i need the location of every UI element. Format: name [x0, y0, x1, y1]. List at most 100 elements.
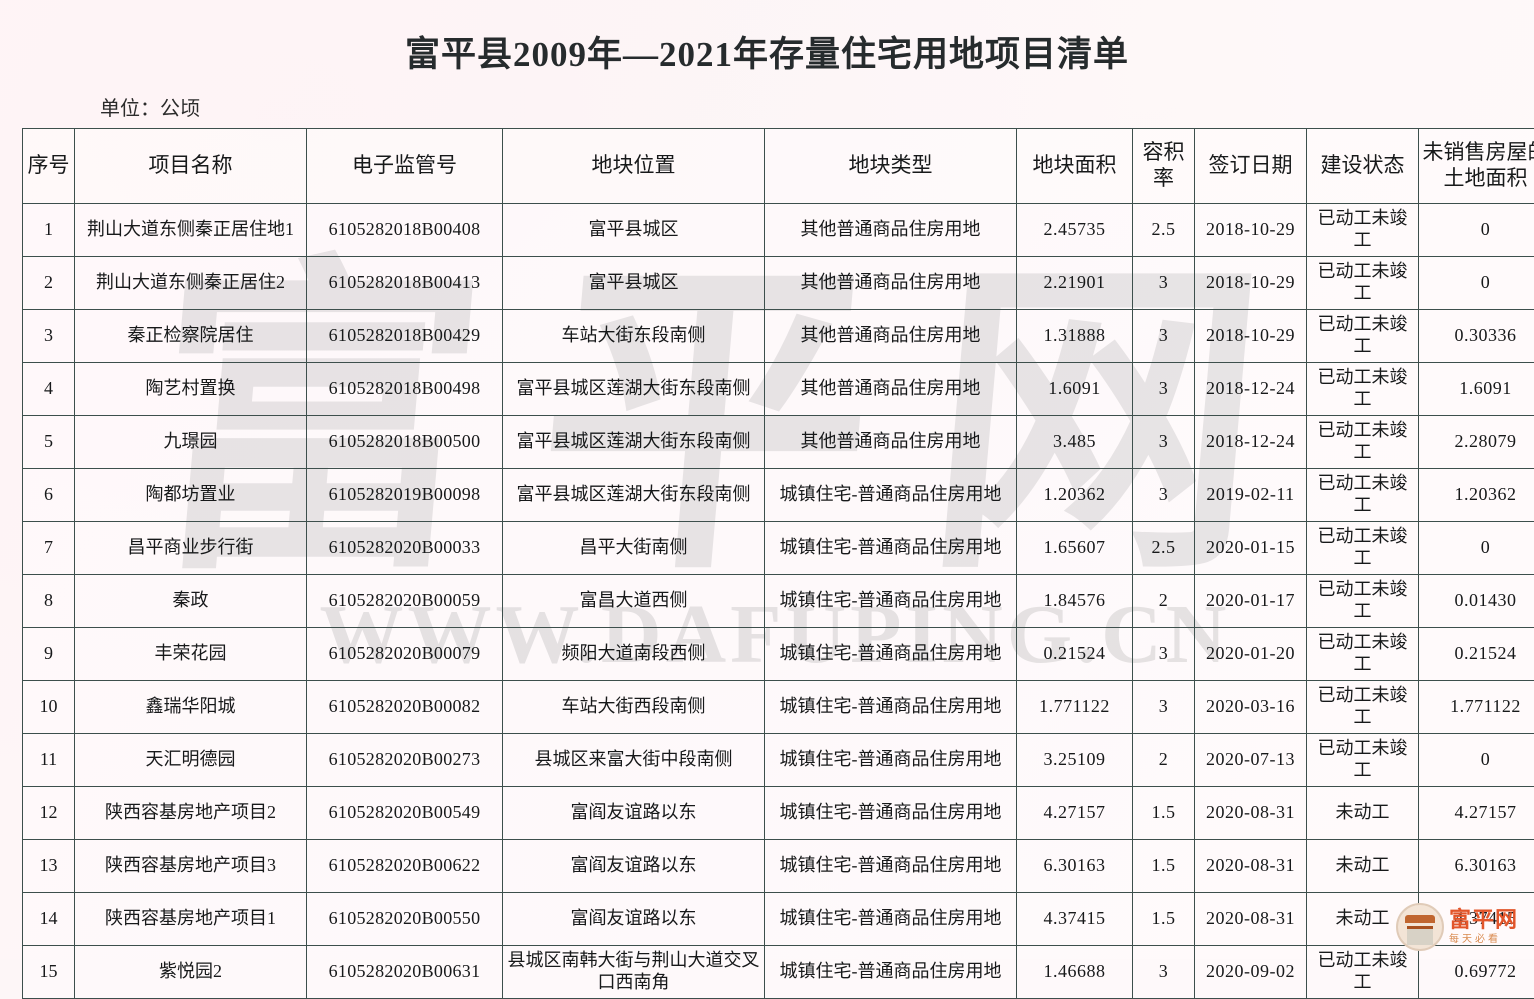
cell-unsold: 0: [1419, 204, 1534, 257]
cell-code: 6105282020B00059: [307, 575, 503, 628]
cell-name: 秦正检察院居住: [75, 310, 307, 363]
col-header-location: 地块位置: [503, 129, 765, 204]
cell-date: 2020-08-31: [1195, 893, 1307, 946]
cell-code: 6105282019B00098: [307, 469, 503, 522]
cell-unsold: 6.30163: [1419, 840, 1534, 893]
cell-seq: 3: [23, 310, 75, 363]
cell-area: 2.45735: [1017, 204, 1133, 257]
unit-label: 单位：公顷: [100, 92, 200, 121]
cell-seq: 10: [23, 681, 75, 734]
cell-name: 昌平商业步行街: [75, 522, 307, 575]
cell-status: 已动工未竣工: [1307, 522, 1419, 575]
cell-seq: 11: [23, 734, 75, 787]
cell-name: 丰荣花园: [75, 628, 307, 681]
logo-text-block: 富平网 每天必看: [1449, 910, 1518, 945]
cell-unsold: 0.30336: [1419, 310, 1534, 363]
col-header-code: 电子监管号: [307, 129, 503, 204]
cell-type: 城镇住宅-普通商品住房用地: [765, 575, 1017, 628]
site-logo: 富平网 每天必看: [1396, 902, 1524, 952]
cell-status: 已动工未竣工: [1307, 575, 1419, 628]
cell-code: 6105282018B00498: [307, 363, 503, 416]
cell-date: 2020-01-17: [1195, 575, 1307, 628]
cell-area: 1.46688: [1017, 946, 1133, 999]
cell-name: 鑫瑞华阳城: [75, 681, 307, 734]
cell-date: 2020-07-13: [1195, 734, 1307, 787]
cell-type: 城镇住宅-普通商品住房用地: [765, 628, 1017, 681]
cell-code: 6105282020B00033: [307, 522, 503, 575]
cell-area: 1.6091: [1017, 363, 1133, 416]
col-header-name: 项目名称: [75, 129, 307, 204]
cell-seq: 13: [23, 840, 75, 893]
cell-type: 城镇住宅-普通商品住房用地: [765, 946, 1017, 999]
cell-unsold: 0: [1419, 522, 1534, 575]
cell-area: 1.31888: [1017, 310, 1133, 363]
cell-ratio: 3: [1133, 363, 1195, 416]
cell-name: 九璟园: [75, 416, 307, 469]
cell-unsold: 0.21524: [1419, 628, 1534, 681]
cell-name: 秦政: [75, 575, 307, 628]
cell-area: 1.65607: [1017, 522, 1133, 575]
cell-location: 车站大街东段南侧: [503, 310, 765, 363]
cell-date: 2018-10-29: [1195, 257, 1307, 310]
table-header: 序号 项目名称 电子监管号 地块位置 地块类型 地块面积 容积率 签订日期 建设…: [23, 129, 1534, 204]
cell-code: 6105282020B00079: [307, 628, 503, 681]
cell-ratio: 3: [1133, 628, 1195, 681]
cell-code: 6105282018B00408: [307, 204, 503, 257]
cell-unsold: 1.20362: [1419, 469, 1534, 522]
cell-status: 已动工未竣工: [1307, 681, 1419, 734]
cell-type: 城镇住宅-普通商品住房用地: [765, 469, 1017, 522]
cell-date: 2020-03-16: [1195, 681, 1307, 734]
cell-seq: 15: [23, 946, 75, 999]
cell-type: 城镇住宅-普通商品住房用地: [765, 893, 1017, 946]
cell-status: 未动工: [1307, 840, 1419, 893]
cell-ratio: 3: [1133, 469, 1195, 522]
cell-area: 4.37415: [1017, 893, 1133, 946]
cell-status: 已动工未竣工: [1307, 628, 1419, 681]
cell-area: 4.27157: [1017, 787, 1133, 840]
cell-date: 2019-02-11: [1195, 469, 1307, 522]
cell-area: 0.21524: [1017, 628, 1133, 681]
cell-type: 其他普通商品住房用地: [765, 257, 1017, 310]
cell-code: 6105282018B00429: [307, 310, 503, 363]
logo-tagline: 每天必看: [1449, 935, 1518, 945]
cell-seq: 4: [23, 363, 75, 416]
cell-unsold: 0: [1419, 734, 1534, 787]
pagoda-icon: [1396, 903, 1444, 951]
cell-status: 已动工未竣工: [1307, 946, 1419, 999]
col-header-seq: 序号: [23, 129, 75, 204]
cell-location: 富昌大道西侧: [503, 575, 765, 628]
cell-status: 已动工未竣工: [1307, 416, 1419, 469]
cell-area: 3.485: [1017, 416, 1133, 469]
cell-location: 车站大街西段南侧: [503, 681, 765, 734]
col-header-type: 地块类型: [765, 129, 1017, 204]
cell-date: 2020-08-31: [1195, 787, 1307, 840]
cell-area: 2.21901: [1017, 257, 1133, 310]
cell-seq: 1: [23, 204, 75, 257]
cell-code: 6105282018B00413: [307, 257, 503, 310]
col-header-unsold: 未销售房屋的土地面积: [1419, 129, 1534, 204]
cell-area: 3.25109: [1017, 734, 1133, 787]
cell-status: 已动工未竣工: [1307, 363, 1419, 416]
col-header-date: 签订日期: [1195, 129, 1307, 204]
cell-name: 天汇明德园: [75, 734, 307, 787]
cell-location: 县城区南韩大街与荆山大道交叉口西南角: [503, 946, 765, 999]
cell-ratio: 1.5: [1133, 840, 1195, 893]
cell-area: 1.771122: [1017, 681, 1133, 734]
cell-type: 其他普通商品住房用地: [765, 363, 1017, 416]
cell-unsold: 0.69772: [1419, 946, 1534, 999]
cell-location: 富平县城区莲湖大街东段南侧: [503, 469, 765, 522]
cell-ratio: 3: [1133, 946, 1195, 999]
cell-ratio: 3: [1133, 416, 1195, 469]
cell-location: 昌平大街南侧: [503, 522, 765, 575]
cell-name: 荆山大道东侧秦正居住地1: [75, 204, 307, 257]
cell-unsold: 1.771122: [1419, 681, 1534, 734]
cell-date: 2018-10-29: [1195, 204, 1307, 257]
cell-location: 富阎友谊路以东: [503, 840, 765, 893]
table-container: 序号 项目名称 电子监管号 地块位置 地块类型 地块面积 容积率 签订日期 建设…: [22, 128, 1512, 999]
